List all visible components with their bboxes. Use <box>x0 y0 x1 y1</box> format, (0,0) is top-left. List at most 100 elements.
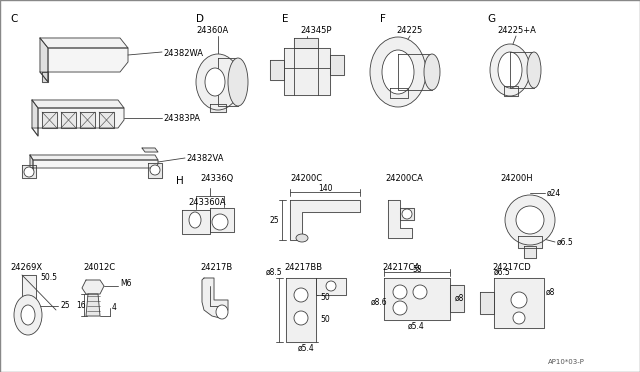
Polygon shape <box>182 210 210 234</box>
Text: 4: 4 <box>112 304 117 312</box>
Text: AP10*03-P: AP10*03-P <box>548 359 585 365</box>
Polygon shape <box>22 275 36 328</box>
Polygon shape <box>86 294 100 316</box>
Polygon shape <box>32 108 124 136</box>
Polygon shape <box>32 100 38 136</box>
Text: 24269X: 24269X <box>10 263 42 273</box>
Polygon shape <box>494 278 544 328</box>
Polygon shape <box>82 280 104 294</box>
Text: 24217BB: 24217BB <box>284 263 322 273</box>
Text: 16: 16 <box>76 301 86 310</box>
Ellipse shape <box>189 212 201 228</box>
Polygon shape <box>42 72 48 82</box>
Text: ø8: ø8 <box>546 288 556 296</box>
Ellipse shape <box>382 50 414 94</box>
Text: 140: 140 <box>318 183 333 192</box>
Text: 24200CA: 24200CA <box>385 173 423 183</box>
Text: H: H <box>176 176 184 186</box>
Text: 50.5: 50.5 <box>40 273 57 282</box>
Text: ø8.6: ø8.6 <box>371 298 388 307</box>
Ellipse shape <box>296 234 308 242</box>
Polygon shape <box>518 236 542 248</box>
Text: ø8: ø8 <box>455 294 465 302</box>
Polygon shape <box>400 208 414 220</box>
Text: ø5.4: ø5.4 <box>408 321 425 330</box>
Polygon shape <box>202 278 228 318</box>
Ellipse shape <box>228 58 248 106</box>
Ellipse shape <box>294 288 308 302</box>
Ellipse shape <box>424 54 440 90</box>
Text: ø6.5: ø6.5 <box>494 267 511 276</box>
Text: 24382WA: 24382WA <box>163 48 203 58</box>
Ellipse shape <box>196 54 240 110</box>
Polygon shape <box>61 112 76 128</box>
Text: 24200C: 24200C <box>290 173 322 183</box>
Polygon shape <box>398 54 432 90</box>
Ellipse shape <box>294 311 308 325</box>
Text: ø24: ø24 <box>547 189 561 198</box>
Polygon shape <box>40 48 128 82</box>
Text: 25: 25 <box>60 301 70 311</box>
Text: 58: 58 <box>412 266 422 275</box>
Text: F: F <box>380 14 386 24</box>
Polygon shape <box>294 38 318 48</box>
Polygon shape <box>142 148 158 152</box>
Polygon shape <box>504 86 518 96</box>
Polygon shape <box>30 155 158 160</box>
Ellipse shape <box>14 295 42 335</box>
Ellipse shape <box>212 214 228 230</box>
Text: 24360A: 24360A <box>196 26 228 35</box>
Text: 25: 25 <box>270 215 280 224</box>
Ellipse shape <box>511 292 527 308</box>
Ellipse shape <box>513 312 525 324</box>
Ellipse shape <box>516 206 544 234</box>
Text: 24200H: 24200H <box>500 173 532 183</box>
Ellipse shape <box>393 285 407 299</box>
Ellipse shape <box>216 305 228 319</box>
Text: D: D <box>196 14 204 24</box>
Ellipse shape <box>150 165 160 175</box>
Text: 24225: 24225 <box>396 26 422 35</box>
Polygon shape <box>42 112 57 128</box>
Text: ø8.5: ø8.5 <box>266 267 283 276</box>
Text: E: E <box>282 14 289 24</box>
Ellipse shape <box>205 68 225 96</box>
Ellipse shape <box>393 301 407 315</box>
Polygon shape <box>286 278 316 342</box>
Polygon shape <box>80 112 95 128</box>
Polygon shape <box>30 155 33 172</box>
Polygon shape <box>388 200 412 238</box>
Polygon shape <box>22 165 36 178</box>
Text: 24217B: 24217B <box>200 263 232 273</box>
Polygon shape <box>390 88 408 98</box>
Ellipse shape <box>527 52 541 88</box>
Text: 24345P: 24345P <box>300 26 332 35</box>
Polygon shape <box>510 52 534 88</box>
Ellipse shape <box>402 209 412 219</box>
Ellipse shape <box>326 281 336 291</box>
Polygon shape <box>99 112 114 128</box>
Text: M6: M6 <box>120 279 131 289</box>
Polygon shape <box>218 58 238 106</box>
Ellipse shape <box>24 167 34 177</box>
Text: ø5.4: ø5.4 <box>298 343 315 353</box>
Ellipse shape <box>490 44 530 96</box>
Polygon shape <box>30 160 158 172</box>
Polygon shape <box>148 163 162 178</box>
Polygon shape <box>330 55 344 75</box>
Ellipse shape <box>498 52 522 88</box>
Ellipse shape <box>413 285 427 299</box>
Polygon shape <box>316 278 346 295</box>
Text: G: G <box>487 14 495 24</box>
Polygon shape <box>40 38 128 48</box>
Polygon shape <box>32 100 124 108</box>
Text: 24336Q: 24336Q <box>200 173 233 183</box>
Polygon shape <box>270 60 284 80</box>
Text: 24217CA: 24217CA <box>382 263 420 273</box>
Polygon shape <box>40 38 48 82</box>
Polygon shape <box>480 292 494 314</box>
Text: 24383PA: 24383PA <box>163 113 200 122</box>
Polygon shape <box>210 208 234 232</box>
Ellipse shape <box>505 195 555 245</box>
Text: 24382VA: 24382VA <box>186 154 223 163</box>
